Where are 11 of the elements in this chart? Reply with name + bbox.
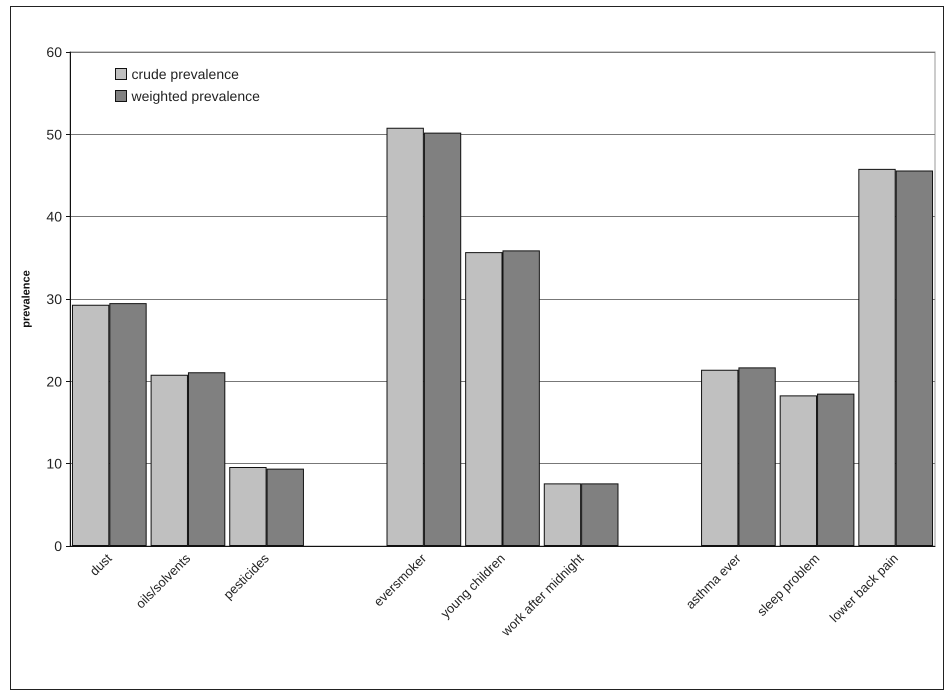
y-tick-label: 10 (46, 456, 62, 472)
y-tick-label: 30 (46, 291, 62, 307)
y-tick-label: 20 (46, 373, 62, 390)
y-tick-label: 50 (46, 126, 62, 142)
x-tick-label: dust (86, 550, 115, 579)
y-axis-title: prevalence (20, 270, 32, 328)
y-tick-label: 60 (46, 44, 62, 60)
legend-label: crude prevalence (132, 66, 240, 82)
y-tick-label: 0 (54, 538, 62, 554)
legend-label: weighted prevalence (130, 88, 260, 104)
y-tick-label: 40 (46, 208, 62, 225)
